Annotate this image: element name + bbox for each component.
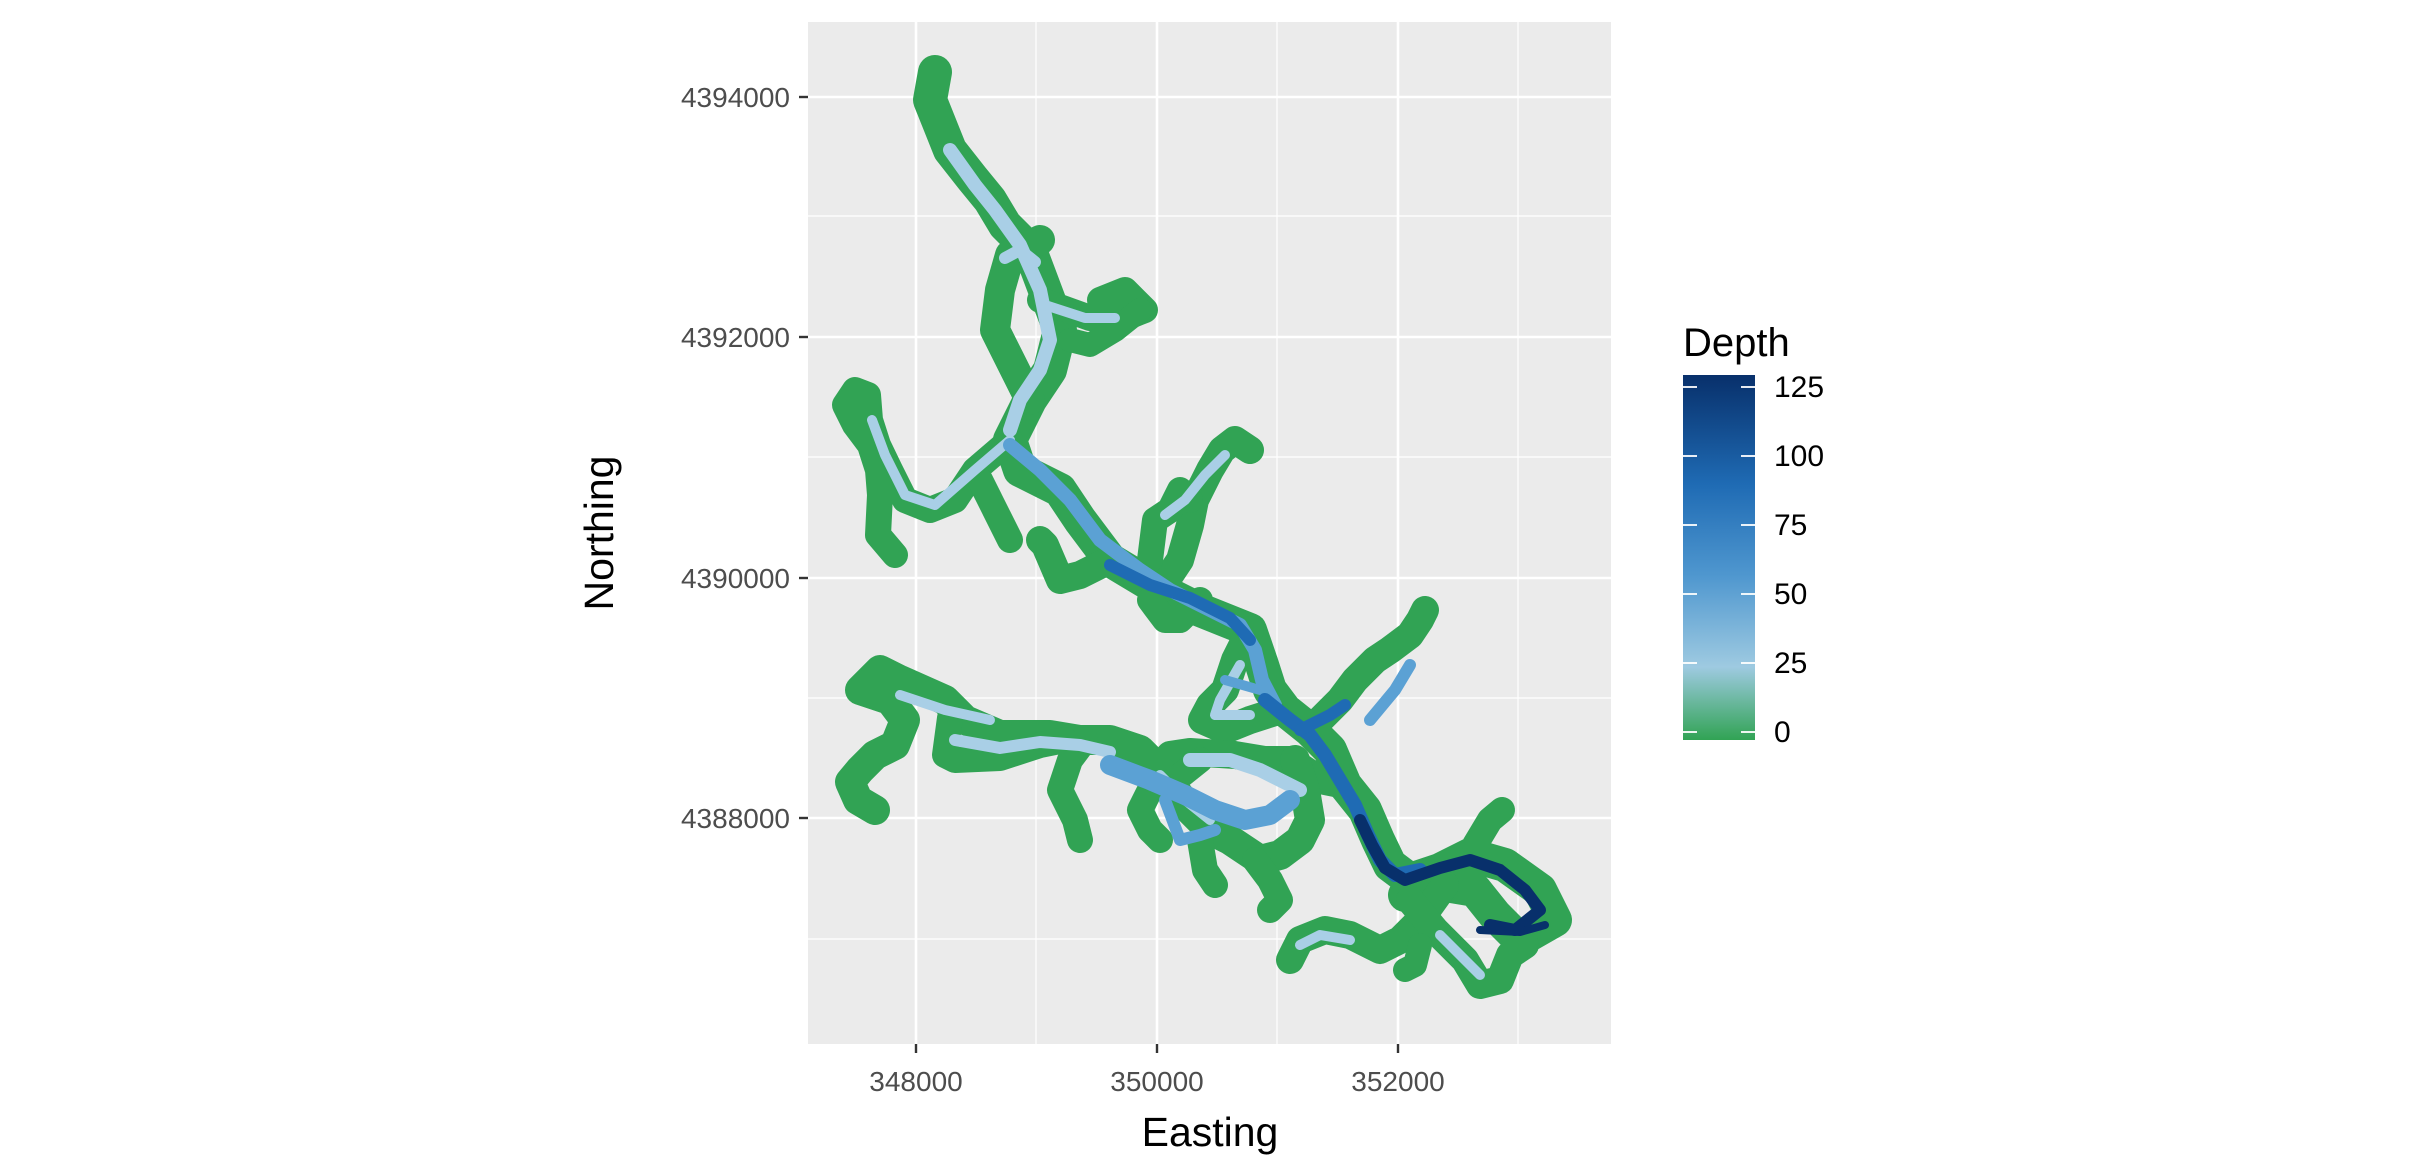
y-tick-label: 4388000 (681, 803, 790, 834)
legend-tick-label: 75 (1774, 509, 1807, 542)
x-axis-title: Easting (1142, 1109, 1279, 1155)
legend-tick-marks (1683, 386, 1755, 733)
x-axis-ticks (914, 1044, 1400, 1053)
legend-title: Depth (1683, 321, 1790, 365)
legend-tick-label: 25 (1774, 647, 1807, 680)
legend-tick-label: 50 (1774, 578, 1807, 611)
legend-tick-label: 0 (1774, 716, 1791, 749)
y-tick-label: 4394000 (681, 82, 790, 113)
deepest-water (1354, 814, 1549, 936)
legend-tick-label: 100 (1774, 440, 1824, 473)
y-axis-title: Northing (576, 456, 622, 611)
x-tick-label: 352000 (1351, 1066, 1444, 1097)
x-tick-label: 348000 (869, 1066, 962, 1097)
y-tick-label: 4392000 (681, 322, 790, 353)
y-axis-ticks (799, 95, 808, 820)
x-tick-label: 350000 (1110, 1066, 1203, 1097)
y-tick-label: 4390000 (681, 563, 790, 594)
legend-tick-label: 125 (1774, 371, 1824, 404)
legend-colorbar (1683, 375, 1755, 740)
depth-legend: Depth 125 100 75 50 25 0 (1683, 321, 1824, 749)
